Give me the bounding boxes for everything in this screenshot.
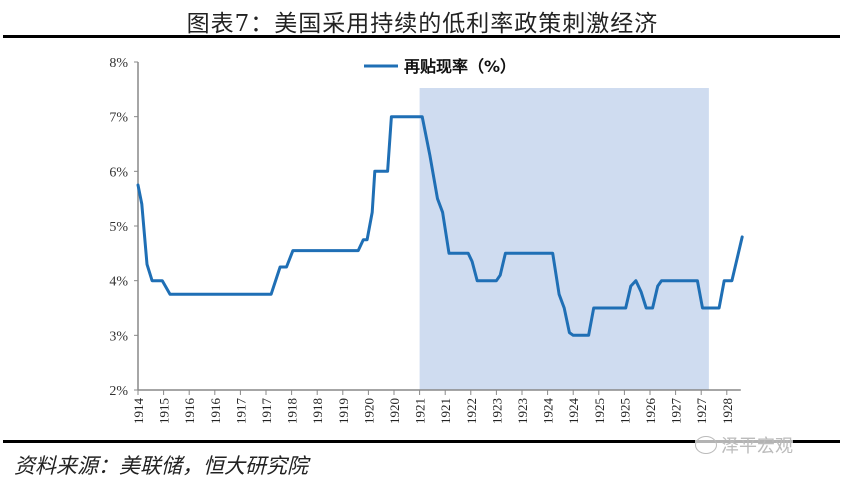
x-tick-label: 1915 [157, 398, 172, 424]
x-tick-label: 1917 [259, 398, 274, 425]
y-tick-label: 4% [109, 275, 128, 290]
wechat-icon [695, 436, 717, 454]
x-tick-label: 1926 [643, 398, 658, 425]
x-tick-label: 1924 [541, 398, 556, 425]
line-chart: 2%3%4%5%6%7%8% 1914 1915 1916 1916 1917 1917 1… [109, 56, 744, 425]
source-divider [3, 440, 840, 443]
x-tick-label: 1922 [464, 398, 479, 424]
x-tick-label: 1927 [669, 398, 684, 425]
x-tick-label: 1927 [694, 398, 709, 425]
shaded-period [419, 88, 709, 390]
y-tick-label: 5% [109, 220, 128, 235]
x-tick-label: 1921 [413, 398, 428, 424]
y-axis: 2% 3% 4% 5% 6% 7% 8% [109, 56, 139, 399]
x-tick-label: 1923 [489, 398, 504, 424]
x-tick-label: 1923 [515, 398, 530, 424]
y-tick-label: 6% [109, 165, 128, 180]
y-tick-label: 2% [109, 384, 128, 399]
source-note: 资料来源：美联储，恒大研究院 [14, 454, 308, 478]
x-tick-label: 1921 [438, 398, 453, 424]
x-tick-label: 1918 [310, 398, 325, 424]
x-tick-label: 1920 [361, 398, 376, 424]
discount-rate-line [136, 115, 744, 337]
x-tick-label: 1919 [336, 398, 351, 424]
x-tick-label: 1924 [566, 398, 581, 425]
legend-label: 再贴现率（%） [404, 57, 516, 76]
x-tick-label: 1928 [720, 398, 735, 424]
chart-title: 图表7：美国采用持续的低利率政策刺激经济 [186, 11, 659, 37]
x-tick-label: 1916 [182, 398, 197, 425]
y-tick-label: 8% [109, 56, 128, 71]
x-tick-label: 1925 [617, 398, 632, 424]
x-tick-label: 1925 [592, 398, 607, 424]
x-tick-label: 1920 [387, 398, 402, 424]
watermark-text: 泽平宏观 [721, 436, 793, 457]
watermark: 泽平宏观 [695, 432, 793, 458]
y-tick-label: 7% [109, 111, 128, 126]
x-tick-label: 1917 [233, 398, 248, 425]
x-axis: 1914 1915 1916 1916 1917 1917 1918 1918 1919 1920… [131, 389, 741, 425]
title-divider [3, 35, 840, 38]
x-tick-label: 1918 [285, 398, 300, 424]
legend: 再贴现率（%） [364, 57, 516, 76]
x-tick-label: 1914 [131, 398, 146, 425]
x-tick-label: 1916 [208, 398, 223, 425]
y-tick-label: 3% [109, 329, 128, 344]
